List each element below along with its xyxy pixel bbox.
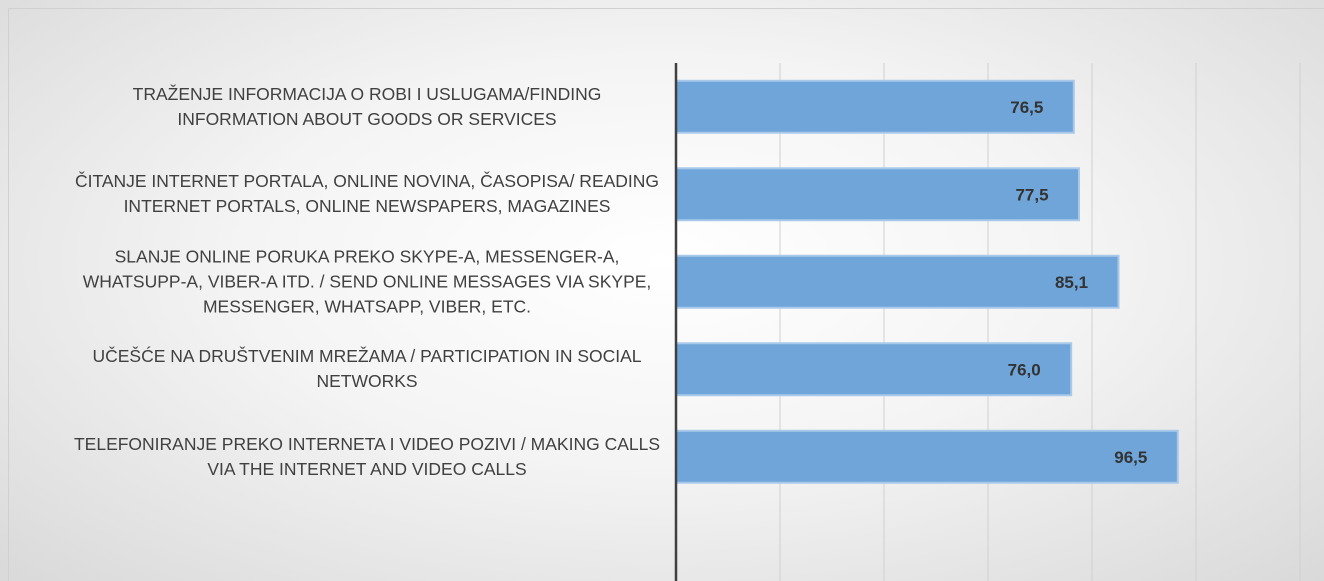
value-label: 85,1 (1055, 273, 1088, 292)
category-label: TELEFONIRANJE PREKO INTERNETA I VIDEO PO… (73, 433, 661, 479)
value-label: 77,5 (1015, 186, 1048, 205)
value-label: 76,0 (1008, 361, 1041, 380)
value-label: 76,5 (1010, 98, 1043, 117)
chart-frame (8, 8, 1324, 581)
category-label: ČITANJE INTERNET PORTALA, ONLINE NOVINA,… (74, 171, 660, 217)
value-label: 96,5 (1114, 448, 1147, 467)
bar (675, 167, 1080, 222)
bar (675, 79, 1075, 134)
bar (675, 429, 1179, 484)
category-label: UČEŠĆE NA DRUŠTVENIM MREŽAMA / PARTICIPA… (92, 346, 642, 392)
category-label: SLANJE ONLINE PORUKA PREKO SKYPE-A, MESS… (82, 246, 652, 317)
category-label: TRAŽENJE INFORMACIJA O ROBI I USLUGAMA/F… (132, 83, 602, 129)
bar (675, 254, 1120, 309)
